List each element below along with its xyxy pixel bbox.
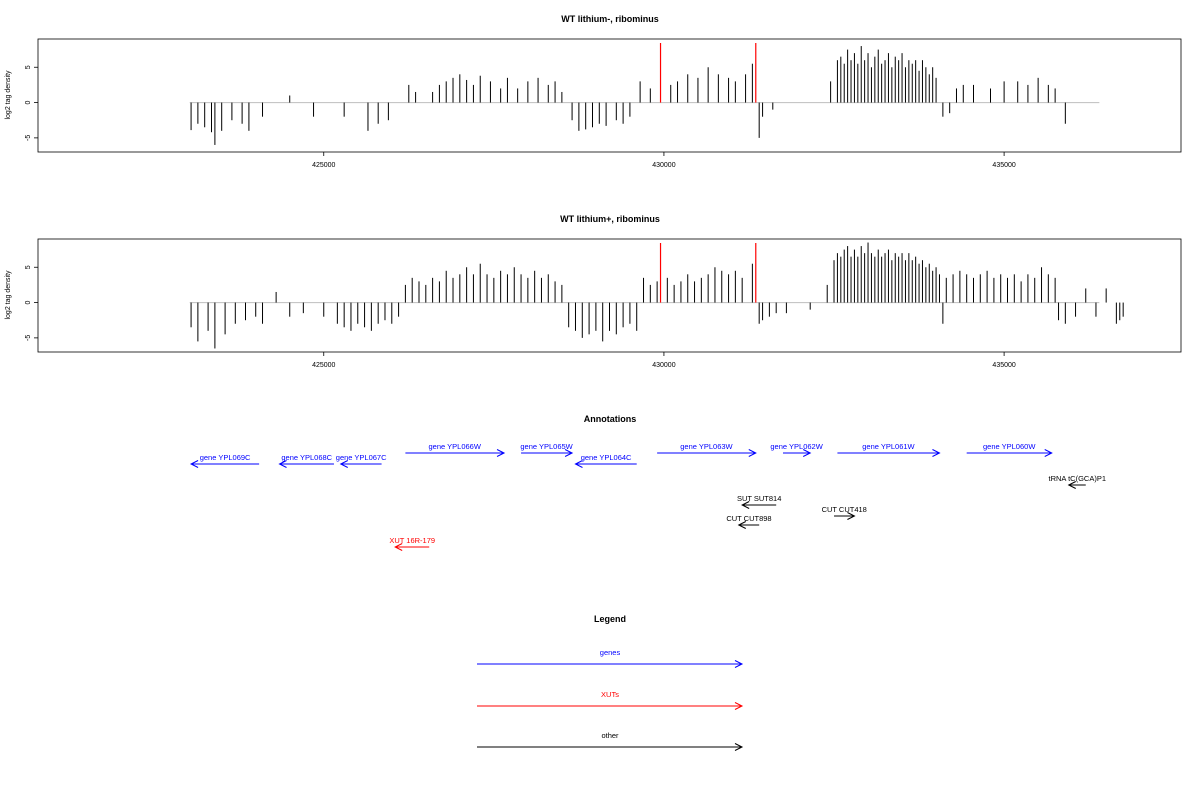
y-tick-label: 5 <box>25 265 32 269</box>
annotation-arrow <box>657 449 757 457</box>
annotation-label: gene YPL061W <box>862 442 915 451</box>
annotation-label: CUT CUT418 <box>822 505 867 514</box>
annotation-arrow <box>339 460 382 468</box>
annotation-label: CUT CUT898 <box>726 514 771 523</box>
legend: Legend genes XUTs other <box>477 614 744 751</box>
annotation-arrow <box>837 449 941 457</box>
annotation-arrow <box>278 460 334 468</box>
legend-label: XUTs <box>601 690 619 699</box>
panel-title: WT lithium+, ribominus <box>560 214 660 224</box>
y-axis-label: log2 tag density <box>5 270 12 320</box>
annotation-label: gene YPL068C <box>281 453 332 462</box>
legend-items: genes XUTs other <box>477 648 744 751</box>
plot-frame <box>37 38 1182 153</box>
annotation-label: gene YPL064C <box>581 453 632 462</box>
annotation-arrow <box>574 460 637 468</box>
bars-group <box>190 242 1124 349</box>
bars-group <box>190 46 1066 145</box>
annotation-label: gene YPL060W <box>983 442 1036 451</box>
x-tick-label: 430000 <box>652 162 675 169</box>
annotation-arrow <box>521 449 574 457</box>
annotation-label: gene YPL062W <box>770 442 823 451</box>
annotation-arrow <box>189 460 260 468</box>
annotation-label: tRNA tC(GCA)P1 <box>1048 474 1106 483</box>
annotation-label: XUT 16R-179 <box>389 536 435 545</box>
legend-arrow <box>477 660 744 668</box>
annotation-label: gene YPL069C <box>200 453 251 462</box>
annotation-arrow <box>834 512 856 520</box>
legend-label: genes <box>600 648 621 657</box>
annotation-arrow <box>394 543 430 551</box>
panel-title: WT lithium-, ribominus <box>561 14 659 24</box>
legend-arrow <box>477 702 744 710</box>
track-panel-lithium-plus: WT lithium+, ribominus log2 tag density … <box>5 214 1182 369</box>
annotation-label: gene YPL065W <box>520 442 573 451</box>
y-tick-label: 5 <box>25 65 32 69</box>
annotation-arrow <box>1067 481 1086 489</box>
y-tick-label: -5 <box>25 335 32 341</box>
annotation-label: gene YPL066W <box>429 442 482 451</box>
y-axis-label: log2 tag density <box>5 70 12 120</box>
annotation-arrow <box>737 521 760 529</box>
y-tick-label: -5 <box>25 135 32 141</box>
x-tick-label: 435000 <box>992 362 1015 369</box>
markers-group <box>659 43 757 103</box>
y-tick-label: 0 <box>25 301 32 305</box>
legend-label: other <box>601 731 619 740</box>
annotation-label: gene YPL063W <box>680 442 733 451</box>
annotation-label: SUT SUT814 <box>737 494 781 503</box>
annotation-arrow <box>405 449 506 457</box>
annotations-section: Annotations gene YPL069C gene YPL068C gene… <box>189 414 1106 551</box>
y-tick-label: 0 <box>25 101 32 105</box>
x-tick-label: 425000 <box>312 362 335 369</box>
x-tick-label: 430000 <box>652 362 675 369</box>
annotations-title: Annotations <box>584 414 637 424</box>
annotation-arrow <box>741 501 777 509</box>
axes-group: 425000 430000 435000 -5 0 5 <box>25 38 1182 169</box>
annotation-arrow <box>966 449 1053 457</box>
x-tick-label: 425000 <box>312 162 335 169</box>
legend-title: Legend <box>594 614 626 624</box>
markers-group <box>659 243 757 303</box>
annotation-label: gene YPL067C <box>336 453 387 462</box>
annotation-items: gene YPL069C gene YPL068C gene YPL067C gene… <box>189 442 1106 551</box>
annotation-arrow <box>782 449 812 457</box>
axes-group: 425000 430000 435000 -5 0 5 <box>25 238 1182 369</box>
legend-arrow <box>477 743 744 751</box>
plot-frame <box>37 238 1182 353</box>
track-panel-lithium-minus: WT lithium-, ribominus log2 tag density … <box>5 14 1182 169</box>
x-tick-label: 435000 <box>992 162 1015 169</box>
